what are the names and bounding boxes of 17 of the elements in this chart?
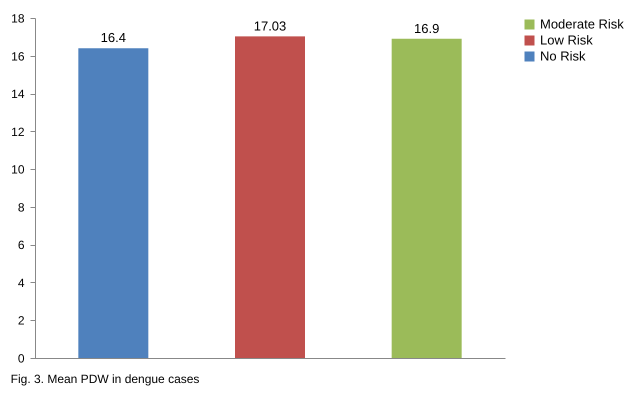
legend-label: No Risk: [540, 48, 586, 64]
y-tick-label: 4: [18, 276, 25, 290]
y-tick-label: 18: [11, 12, 25, 26]
y-tick-label: 12: [11, 124, 25, 139]
y-tick-label: 10: [11, 162, 25, 177]
y-tick-label: 2: [18, 314, 25, 328]
y-tick-label: 6: [18, 238, 25, 252]
y-tick-label: 14: [11, 87, 25, 102]
y-tick-label: 16: [11, 49, 25, 64]
y-tick-label: 8: [18, 200, 25, 214]
data-label: 16.9: [414, 20, 440, 36]
data-label: 16.4: [100, 30, 126, 46]
legend-label: Low Risk: [540, 32, 594, 48]
caption: Fig. 3. Mean PDW in dengue cases: [10, 372, 200, 386]
y-tick-label: 0: [18, 352, 25, 366]
data-label: 17.03: [254, 18, 286, 34]
legend-label: Moderate Risk: [540, 16, 624, 32]
